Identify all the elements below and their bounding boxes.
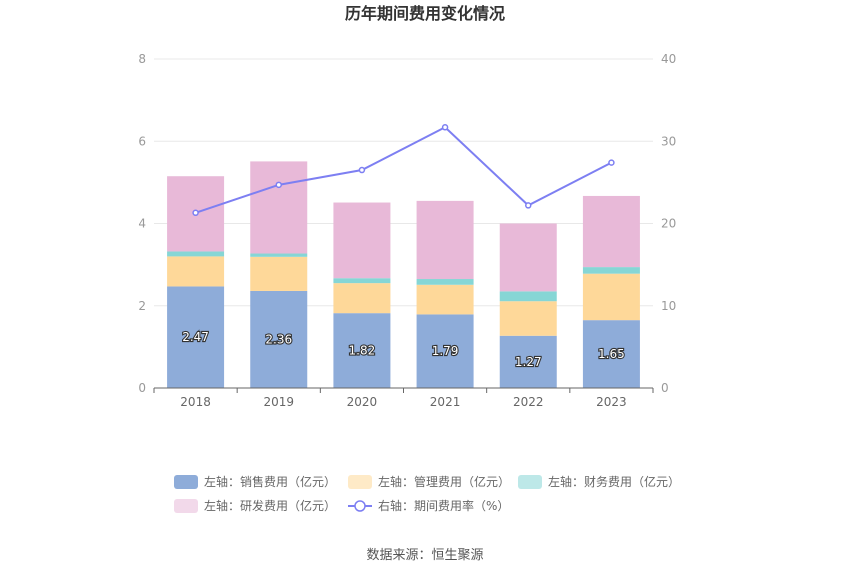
rate-line-point	[608, 159, 615, 166]
y-right-tick-label: 20	[661, 217, 676, 231]
legend-label: 左轴：研发费用（亿元）	[204, 498, 336, 513]
rate-line-point	[358, 166, 366, 174]
x-tick-label: 2023	[596, 395, 627, 409]
legend-swatch	[348, 475, 372, 489]
bar-segment	[333, 202, 391, 279]
bar-segment	[582, 320, 640, 388]
y-left-tick-label: 0	[138, 381, 146, 395]
bar-segment	[416, 279, 474, 285]
y-left-tick-label: 2	[138, 299, 146, 313]
legend-swatch	[174, 499, 198, 513]
bar-segment	[250, 290, 308, 388]
bar-segment	[499, 223, 557, 292]
bar-segment	[582, 273, 640, 321]
rate-line-point	[525, 202, 532, 209]
bar-segment	[167, 256, 225, 287]
bars: 2.47 2.36 1.82 1.79 1.27 1.65	[167, 161, 640, 388]
legend-label: 右轴：期间费用率（%）	[378, 498, 509, 513]
bar-segment	[499, 291, 557, 302]
y-right-tick-label: 10	[661, 299, 676, 313]
rate-line-point	[441, 124, 449, 131]
bar-segment	[333, 313, 391, 388]
rate-line-path	[195, 126, 612, 214]
y-left-tick-label: 4	[138, 217, 146, 231]
y-left-tick-label: 8	[138, 52, 146, 66]
chart-title: 历年期间费用变化情况	[345, 4, 505, 23]
legend-label: 左轴：销售费用（亿元）	[204, 474, 336, 489]
bar-value-label: 1.82	[349, 344, 376, 358]
bar-segment	[499, 301, 557, 336]
grid-lines	[154, 58, 653, 307]
rate-line-point	[192, 209, 199, 217]
x-tick-label: 2022	[513, 395, 544, 409]
bar-segment	[416, 284, 474, 315]
bar-segment	[499, 335, 557, 388]
legend-line-marker	[354, 500, 366, 512]
bar-segment	[250, 253, 308, 257]
bar-segment	[167, 286, 225, 388]
legend-label: 左轴：管理费用（亿元）	[378, 474, 510, 489]
rate-line-point	[275, 181, 282, 189]
bar-value-label: 2.36	[265, 332, 292, 346]
bar-segment	[250, 256, 308, 291]
bar-segment	[582, 195, 640, 268]
x-tick-label: 2020	[347, 395, 378, 409]
y-right-tick-label: 30	[661, 134, 676, 148]
axes: 0 2 4 6 8 0 10 20 30 40 2018 2019 2020 2021 2022 2023	[138, 52, 676, 409]
bar-segment	[416, 200, 474, 280]
bar-value-label: 1.79	[432, 344, 459, 358]
y-right-tick-label: 40	[661, 52, 676, 66]
legend-swatch	[518, 475, 542, 489]
y-left-tick-label: 6	[138, 134, 146, 148]
x-tick-label: 2018	[180, 395, 211, 409]
source-note: 数据来源：恒生聚源	[366, 548, 483, 563]
y-right-tick-label: 0	[661, 381, 669, 395]
x-tick-label: 2021	[430, 395, 461, 409]
rate-line	[192, 124, 615, 217]
bar-segment	[167, 251, 225, 257]
legend-swatch	[174, 475, 198, 489]
bar-segment	[582, 267, 640, 274]
bar-segment	[416, 314, 474, 388]
bar-segment	[250, 161, 308, 254]
bar-segment	[333, 278, 391, 284]
bar-value-label: 1.27	[515, 355, 542, 369]
bar-value-label: 1.65	[598, 347, 625, 361]
bar-value-label: 2.47	[182, 330, 209, 344]
legend: 左轴：销售费用（亿元） 左轴：管理费用（亿元） 左轴：财务费用（亿元） 左轴：研发费用…	[174, 474, 680, 513]
bar-segment	[333, 283, 391, 314]
legend-label: 左轴：财务费用（亿元）	[548, 474, 680, 489]
x-tick-label: 2019	[263, 395, 294, 409]
